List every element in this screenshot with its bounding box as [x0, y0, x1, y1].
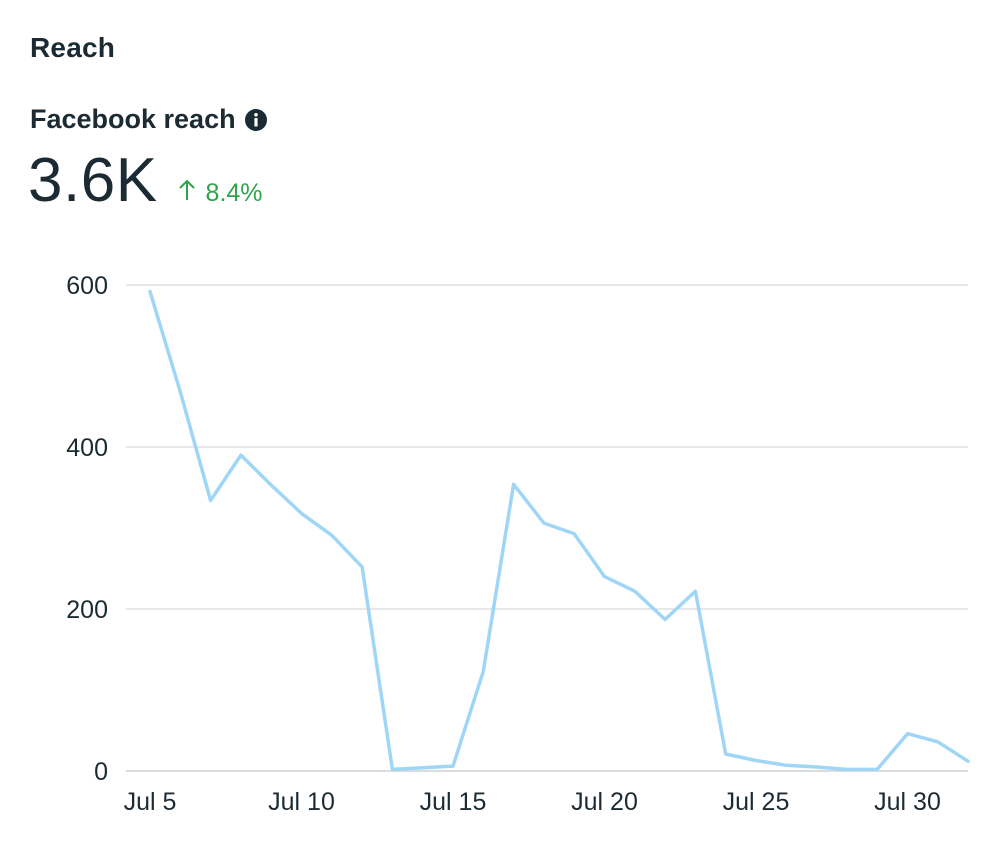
data-point[interactable] [296, 507, 308, 519]
data-point[interactable] [750, 754, 762, 766]
data-point[interactable] [477, 665, 489, 677]
data-point[interactable] [932, 736, 944, 748]
data-point[interactable] [265, 479, 277, 491]
section-title: Reach [30, 32, 116, 63]
data-point[interactable] [205, 494, 217, 506]
data-point[interactable] [689, 585, 701, 597]
arrow-up-icon [178, 179, 196, 206]
info-icon[interactable] [244, 108, 268, 132]
data-point[interactable] [447, 760, 459, 772]
x-tick-label: Jul 15 [420, 788, 487, 816]
data-point[interactable] [356, 561, 368, 573]
x-axis-ticks: Jul 5 Jul 10 Jul 15 Jul 20 Jul 25 Jul 30 [124, 788, 941, 816]
y-axis-ticks: 0 200 400 600 [66, 272, 108, 786]
data-point[interactable] [962, 755, 974, 767]
data-point[interactable] [629, 585, 641, 597]
data-point[interactable] [780, 759, 792, 771]
x-tick-label: Jul 30 [874, 788, 941, 816]
series-line-facebook-reach [148, 289, 970, 772]
metric-value: 3.6K [28, 146, 158, 215]
data-point[interactable] [871, 763, 883, 775]
data-point[interactable] [841, 763, 853, 775]
data-point[interactable] [538, 517, 550, 529]
metric-header: Facebook reach [30, 104, 268, 135]
x-tick-label: Jul 5 [124, 788, 177, 816]
data-point[interactable] [508, 478, 520, 490]
data-point[interactable] [568, 528, 580, 540]
x-tick-label: Jul 10 [268, 788, 335, 816]
series-layer [144, 285, 974, 775]
y-tick-label: 200 [66, 596, 108, 624]
data-point[interactable] [326, 529, 338, 541]
y-tick-label: 600 [66, 272, 108, 300]
data-point[interactable] [811, 761, 823, 773]
y-tick-label: 400 [66, 434, 108, 462]
data-point[interactable] [720, 748, 732, 760]
x-tick-label: Jul 25 [723, 788, 790, 816]
metric-row: 3.6K 8.4% [28, 150, 263, 212]
grid-lines [126, 284, 968, 772]
data-point[interactable] [144, 285, 156, 297]
metric-change-value: 8.4% [205, 179, 263, 207]
metric-change: 8.4% [178, 179, 263, 206]
data-point[interactable] [174, 386, 186, 398]
data-point[interactable] [902, 728, 914, 740]
data-point[interactable] [235, 449, 247, 461]
data-point[interactable] [386, 763, 398, 775]
data-point[interactable] [659, 614, 671, 626]
metric-label: Facebook reach [30, 104, 236, 134]
x-tick-label: Jul 20 [571, 788, 638, 816]
data-point[interactable] [417, 762, 429, 774]
y-tick-label: 0 [94, 758, 108, 786]
data-point[interactable] [599, 571, 611, 583]
